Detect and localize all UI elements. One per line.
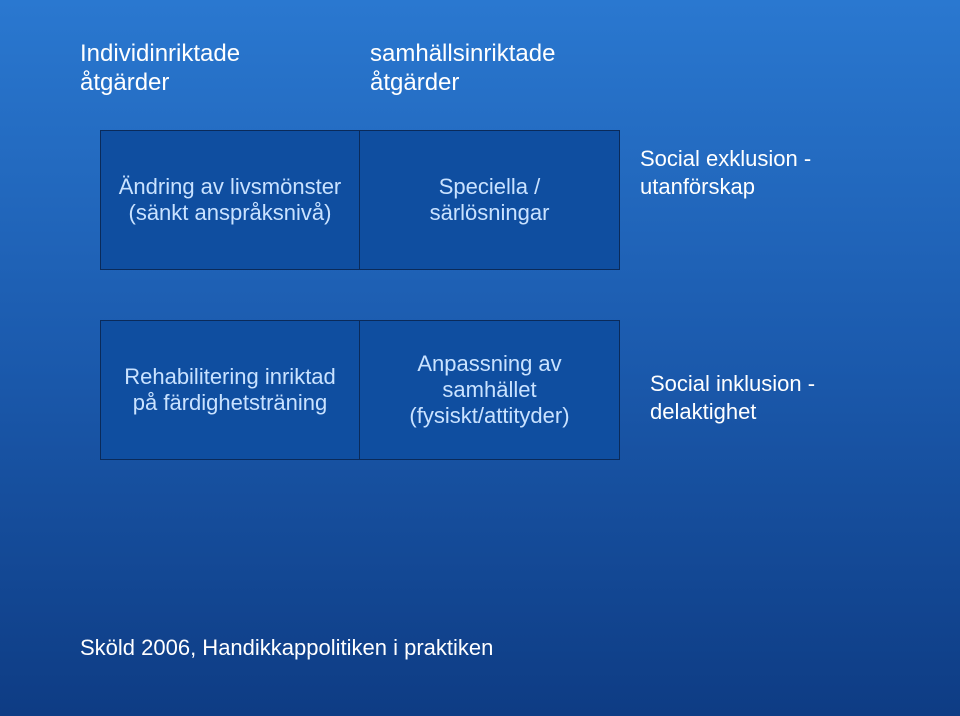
row-spacer — [100, 270, 620, 320]
citation-text: Sköld 2006, Handikkappolitiken i praktik… — [80, 635, 493, 661]
slide: Individinriktadeåtgärder samhällsinrikta… — [0, 0, 960, 716]
row-label-top: Social exklusion -utanförskap — [640, 145, 811, 200]
column-header-left: Individinriktadeåtgärder — [80, 40, 240, 98]
cell-bottom-left: Rehabilitering inriktadpå färdighetsträn… — [100, 320, 360, 460]
cell-top-right: Speciella /särlösningar — [360, 130, 620, 270]
column-header-right: samhällsinriktadeåtgärder — [370, 40, 555, 98]
matrix-grid: Ändring av livsmönster(sänkt anspråksniv… — [100, 130, 620, 460]
matrix-row: Rehabilitering inriktadpå färdighetsträn… — [100, 320, 620, 460]
row-label-bottom: Social inklusion -delaktighet — [650, 370, 815, 425]
cell-bottom-right: Anpassning avsamhället(fysiskt/attityder… — [360, 320, 620, 460]
cell-top-left: Ändring av livsmönster(sänkt anspråksniv… — [100, 130, 360, 270]
matrix-row: Ändring av livsmönster(sänkt anspråksniv… — [100, 130, 620, 270]
